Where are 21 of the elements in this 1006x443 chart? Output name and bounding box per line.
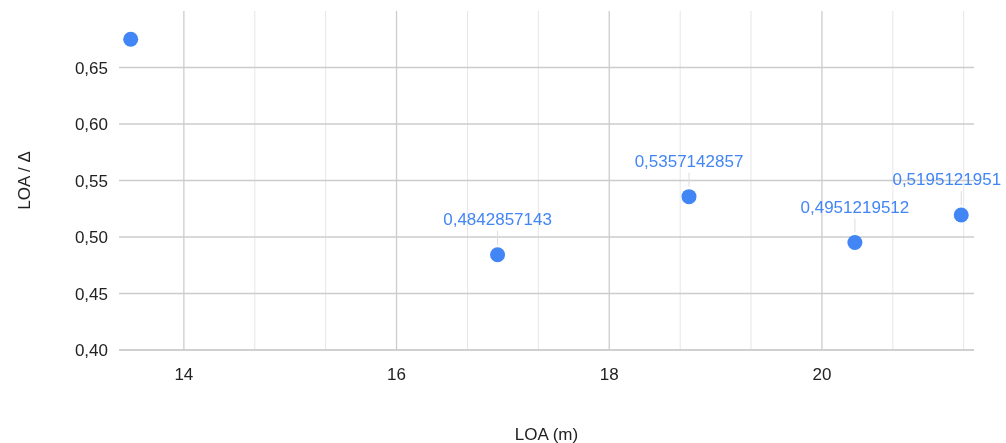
y-axis-title: LOA / Δ <box>15 151 34 210</box>
y-tick-label: 0,50 <box>74 228 108 247</box>
point <box>123 31 139 47</box>
x-axis-title: LOA (m) <box>514 425 579 443</box>
point <box>953 207 969 223</box>
x-tick-label: 20 <box>812 365 832 384</box>
point <box>847 235 863 251</box>
x-tick-label: 18 <box>599 365 619 384</box>
y-tick-label: 0,55 <box>74 171 108 191</box>
y-tick-label: 0,40 <box>74 341 108 360</box>
y-tick-label: 0,65 <box>74 58 108 78</box>
point <box>681 189 697 205</box>
data-label: 0,5357142857 <box>634 151 744 171</box>
x-tick-label: 14 <box>174 365 194 384</box>
data-label: 0,4951219512 <box>800 197 910 217</box>
data-label: 0,5195121951 <box>892 169 1002 189</box>
y-tick-label: 0,60 <box>74 115 108 134</box>
y-tick-label: 0,45 <box>74 284 108 304</box>
point <box>490 247 506 263</box>
x-tick-label: 16 <box>387 365 407 384</box>
data-label: 0,4842857143 <box>443 209 552 229</box>
